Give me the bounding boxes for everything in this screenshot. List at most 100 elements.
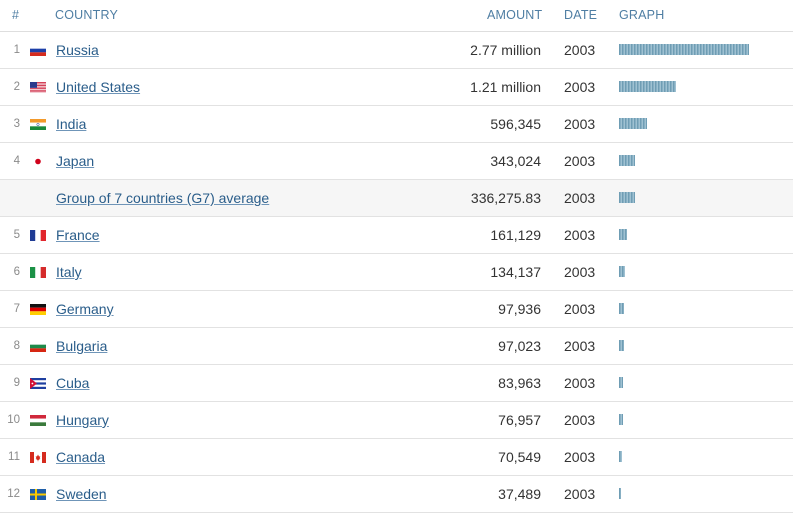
rank-column-header: # [12, 8, 20, 22]
graph-bar [619, 303, 624, 314]
average-row: Group of 7 countries (G7) average 336,275… [0, 180, 793, 217]
graph-bar [619, 118, 647, 129]
country-link[interactable]: Germany [56, 301, 114, 317]
table-body: 1 Russia 2.77 million 2003 2 United States 1.2… [0, 32, 793, 513]
country-link[interactable]: Hungary [56, 412, 109, 428]
country-link[interactable]: Italy [56, 264, 82, 280]
country-cell: Japan [56, 143, 94, 179]
date-value: 2003 [564, 412, 596, 428]
rank-number: 10 [7, 414, 20, 426]
france-flag-icon [30, 230, 46, 241]
rank-number [0, 180, 20, 216]
rank-number: 5 [13, 229, 20, 241]
country-link[interactable]: Japan [56, 153, 95, 169]
country-cell: Bulgaria [56, 328, 107, 364]
usa-flag-icon [30, 82, 46, 93]
country-cell: Germany [56, 291, 114, 327]
table-row: 9 Cuba 83,963 2003 [0, 365, 793, 402]
graph-column-header: GRAPH [619, 8, 665, 22]
graph-bar [619, 192, 635, 203]
date-value: 2003 [564, 338, 596, 354]
amount-column-header[interactable]: AMOUNT [487, 8, 543, 22]
country-cell: Cuba [56, 365, 89, 401]
amount-value: 97,936 [498, 301, 541, 317]
country-link[interactable]: Cuba [56, 375, 90, 391]
india-flag-icon [30, 119, 46, 130]
date-value: 2003 [564, 486, 596, 502]
date-value: 2003 [564, 264, 596, 280]
amount-value: 97,023 [498, 338, 541, 354]
rank-number: 4 [13, 155, 20, 167]
country-cell: United States [56, 69, 140, 105]
country-link[interactable]: United States [56, 79, 141, 95]
rank-number: 7 [13, 303, 20, 315]
country-link[interactable]: Group of 7 countries (G7) average [56, 190, 270, 206]
country-column-header[interactable]: COUNTRY [55, 8, 118, 22]
amount-value: 76,957 [498, 412, 541, 428]
country-link[interactable]: Russia [56, 42, 99, 58]
country-cell: Sweden [56, 476, 107, 512]
date-column-header[interactable]: DATE [564, 8, 598, 22]
rank-number: 2 [13, 81, 20, 93]
russia-flag-icon [30, 45, 46, 56]
date-value: 2003 [564, 227, 596, 243]
amount-value: 596,345 [490, 116, 541, 132]
graph-bar [619, 340, 624, 351]
country-cell: Group of 7 countries (G7) average [56, 180, 269, 216]
country-cell: India [56, 106, 86, 142]
canada-flag-icon [30, 452, 46, 463]
rank-number: 12 [7, 488, 20, 500]
amount-value: 343,024 [490, 153, 541, 169]
country-cell: Canada [56, 439, 105, 475]
date-value: 2003 [564, 190, 596, 206]
rank-number: 3 [13, 118, 20, 130]
graph-bar [619, 81, 676, 92]
table-row: 2 United States 1.21 million 2003 [0, 69, 793, 106]
sweden-flag-icon [30, 489, 46, 500]
table-header: # COUNTRY AMOUNT DATE GRAPH [0, 0, 793, 32]
bulgaria-flag-icon [30, 341, 46, 352]
table-row: 1 Russia 2.77 million 2003 [0, 32, 793, 69]
table-row: 7 Germany 97,936 2003 [0, 291, 793, 328]
rank-number: 1 [13, 44, 20, 56]
date-value: 2003 [564, 449, 596, 465]
country-link[interactable]: Canada [56, 449, 106, 465]
amount-value: 134,137 [490, 264, 541, 280]
japan-flag-icon [30, 156, 46, 167]
country-cell: Hungary [56, 402, 109, 438]
table-row: 12 Sweden 37,489 2003 [0, 476, 793, 513]
amount-value: 1.21 million [470, 79, 541, 95]
table-row: 4 Japan 343,024 2003 [0, 143, 793, 180]
rank-number: 11 [8, 451, 20, 463]
graph-bar [619, 488, 621, 499]
graph-bar [619, 229, 627, 240]
table-row: 11 Canada 70,549 2003 [0, 439, 793, 476]
amount-value: 336,275.83 [470, 190, 541, 206]
table-row: 3 India 596,345 2003 [0, 106, 793, 143]
country-link[interactable]: Sweden [56, 486, 107, 502]
germany-flag-icon [30, 304, 46, 315]
cuba-flag-icon [30, 378, 46, 389]
table-row: 10 Hungary 76,957 2003 [0, 402, 793, 439]
date-value: 2003 [564, 42, 596, 58]
country-link[interactable]: Bulgaria [56, 338, 108, 354]
date-value: 2003 [564, 116, 596, 132]
hungary-flag-icon [30, 415, 46, 426]
country-cell: Italy [56, 254, 82, 290]
amount-value: 70,549 [498, 449, 541, 465]
country-link[interactable]: India [56, 116, 87, 132]
table-row: 5 France 161,129 2003 [0, 217, 793, 254]
graph-bar [619, 155, 636, 166]
date-value: 2003 [564, 153, 596, 169]
table-row: 6 Italy 134,137 2003 [0, 254, 793, 291]
country-cell: France [56, 217, 100, 253]
country-link[interactable]: France [56, 227, 100, 243]
graph-bar [619, 44, 749, 55]
graph-bar [619, 377, 623, 388]
amount-value: 161,129 [490, 227, 541, 243]
rank-number: 9 [13, 377, 20, 389]
date-value: 2003 [564, 375, 596, 391]
rank-number: 8 [13, 340, 20, 352]
graph-bar [619, 414, 623, 425]
